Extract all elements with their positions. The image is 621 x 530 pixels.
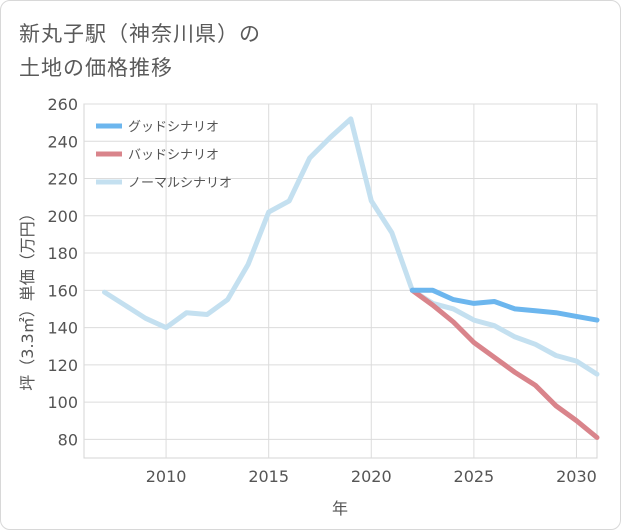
x-axis-label: 年	[332, 499, 348, 518]
x-tick-label: 2030	[556, 467, 597, 486]
legend-label-good: グッドシナリオ	[128, 120, 219, 135]
y-tick-label: 240	[47, 132, 78, 151]
y-tick-label: 140	[47, 319, 78, 338]
series-line-bad	[409, 287, 600, 440]
plot-area	[83, 103, 598, 459]
x-tick-label: 2020	[351, 467, 392, 486]
series-lines	[102, 116, 600, 440]
y-tick-label: 220	[47, 170, 78, 189]
y-tick-label: 180	[47, 244, 78, 263]
legend-label-normal: ノーマルシナリオ	[128, 176, 232, 191]
y-tick-label: 120	[47, 356, 78, 375]
chart-title-line-2: 土地の価格推移	[19, 56, 173, 80]
chart-title-line-1: 新丸子駅（神奈川県）の	[19, 22, 261, 46]
y-tick-label: 260	[47, 95, 78, 114]
y-axis-ticks: 80 100 120 140 160 180 200 220 240 260	[47, 95, 78, 449]
y-tick-label: 80	[58, 430, 78, 449]
x-tick-label: 2015	[248, 467, 289, 486]
series-line-good	[409, 287, 600, 323]
y-tick-label: 100	[47, 393, 78, 412]
grid-lines	[84, 103, 597, 458]
series-line-normal	[102, 116, 600, 377]
x-tick-label: 2010	[146, 467, 187, 486]
chart-title: 新丸子駅（神奈川県）の 土地の価格推移	[19, 17, 261, 85]
y-tick-label: 160	[47, 281, 78, 300]
legend-label-bad: バッドシナリオ	[128, 148, 219, 163]
x-tick-label: 2025	[454, 467, 495, 486]
x-axis-ticks: 2010 2015 2020 2025 2030	[146, 467, 597, 486]
y-axis-label: 坪（3.3㎡）単価（万円）	[18, 205, 37, 390]
y-tick-label: 200	[47, 207, 78, 226]
